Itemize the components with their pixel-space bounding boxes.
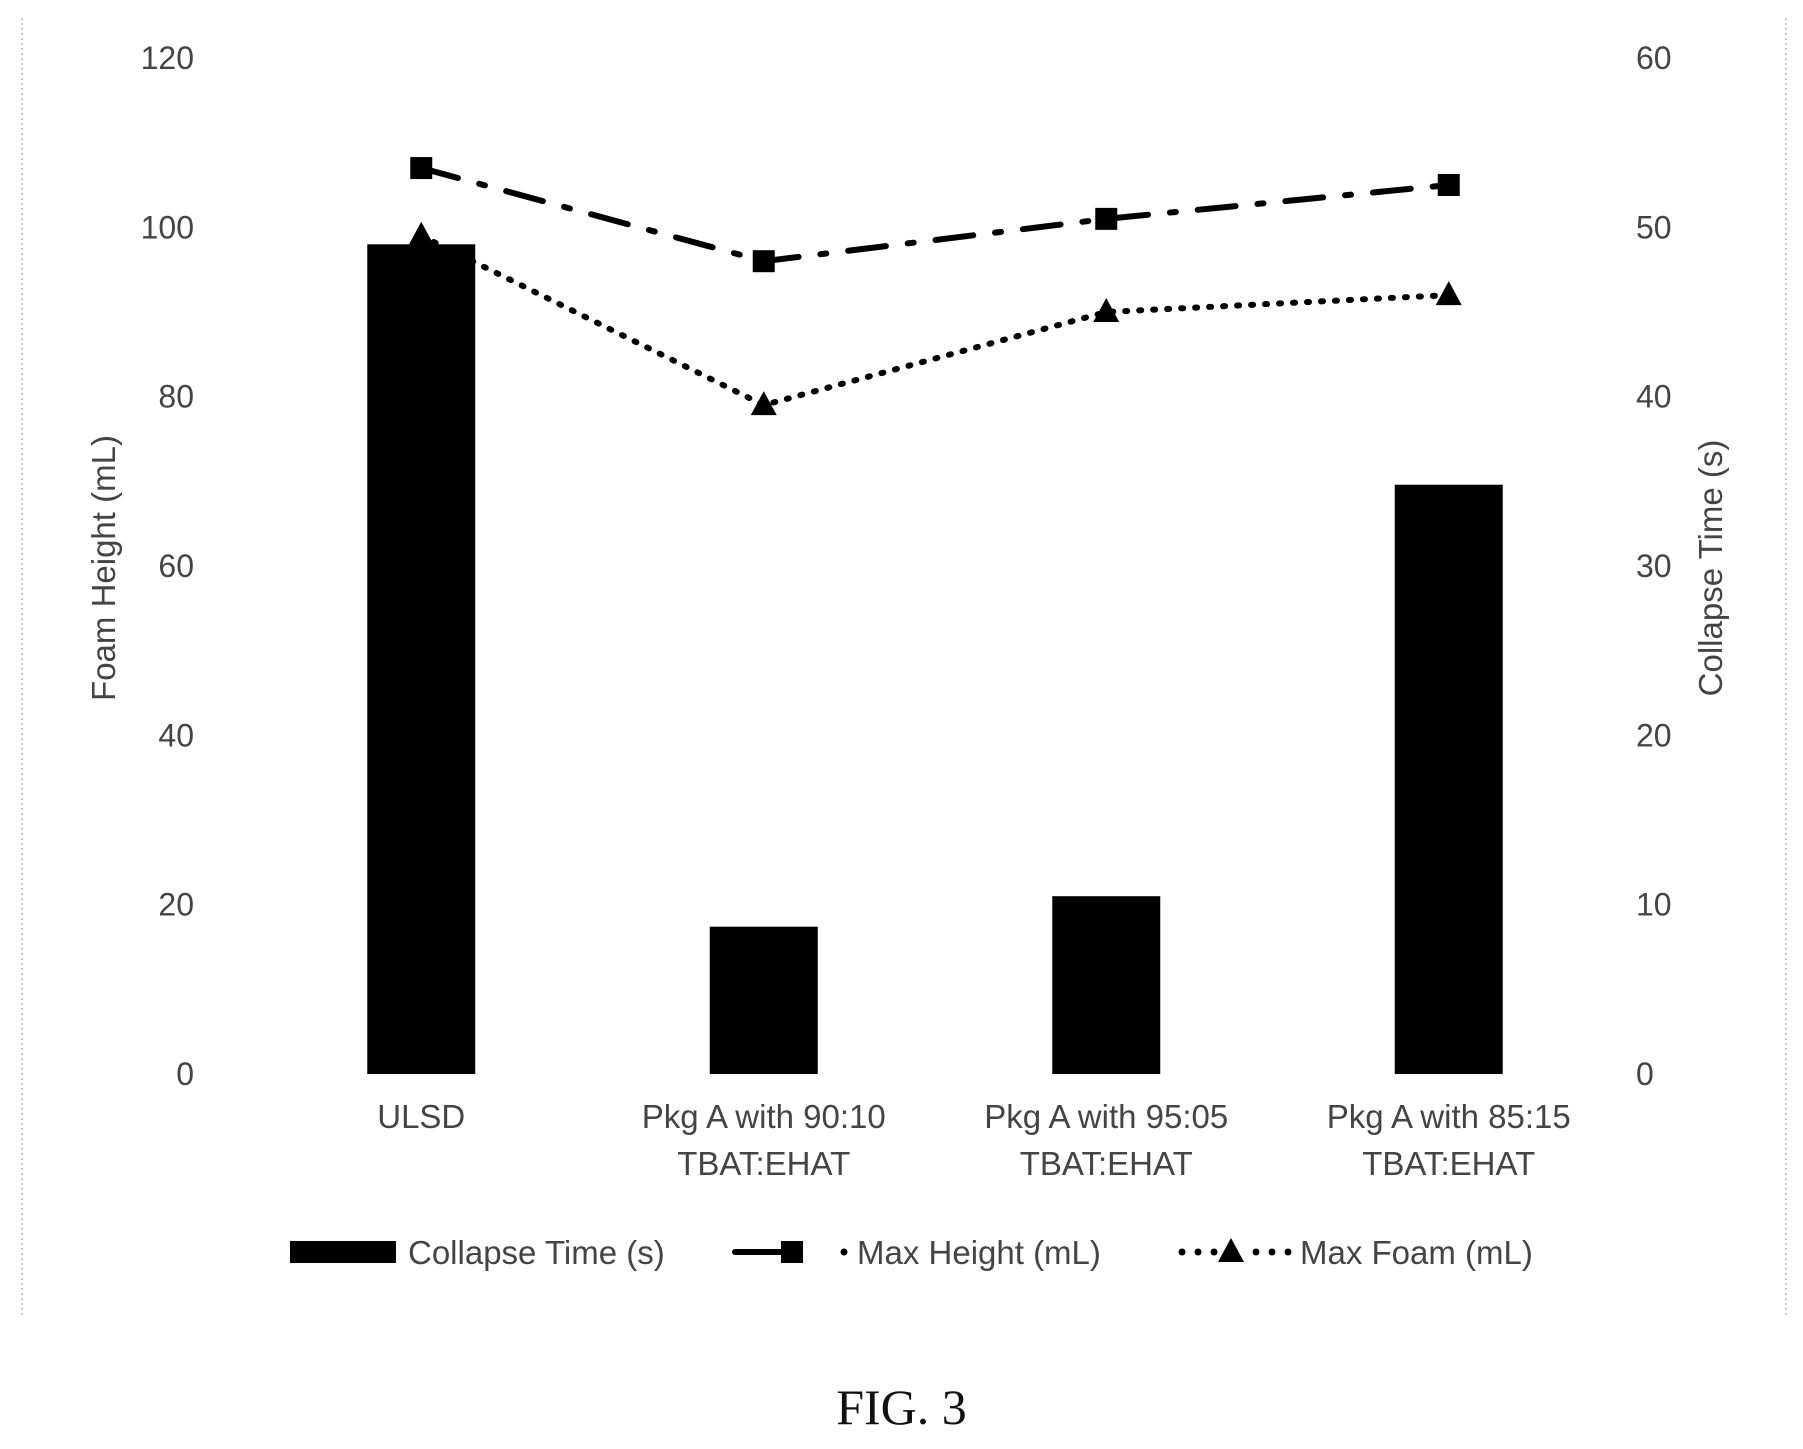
left-tick-label: 100 — [141, 209, 194, 245]
max-foam-marker — [408, 221, 435, 246]
category-label: Pkg A with 95:05 TBAT:EHAT — [984, 1098, 1228, 1182]
right-tick-label: 50 — [1636, 209, 1672, 245]
left-tick-label: 20 — [158, 887, 194, 923]
legend-bar-swatch — [290, 1241, 396, 1263]
bar-series-collapse-time — [367, 244, 1503, 1075]
category-labels: ULSD Pkg A with 90:10 TBAT:EHAT Pkg A with … — [377, 1098, 1571, 1182]
left-tick-label: 80 — [158, 379, 194, 415]
max-height-marker — [1437, 174, 1460, 196]
collapse-time-bar — [1394, 484, 1503, 1075]
collapse-time-bar — [1052, 896, 1161, 1074]
legend-label: Max Height (mL) — [857, 1234, 1101, 1271]
left-tick-label: 0 — [176, 1056, 194, 1092]
left-tick-label: 60 — [158, 548, 194, 584]
right-axis-title: Collapse Time (s) — [1692, 440, 1729, 697]
figure-caption: FIG. 3 — [836, 1379, 967, 1435]
max-foam-marker — [750, 391, 777, 416]
collapse-time-bar — [709, 926, 818, 1074]
right-axis-ticks: 0 10 20 30 40 50 60 — [1636, 40, 1672, 1092]
right-tick-label: 20 — [1636, 717, 1672, 753]
left-tick-label: 40 — [158, 717, 194, 753]
right-tick-label: 30 — [1636, 548, 1672, 584]
right-tick-label: 10 — [1636, 887, 1672, 923]
collapse-time-bar — [367, 244, 476, 1074]
legend-item: Collapse Time (s) — [290, 1234, 665, 1271]
left-tick-label: 120 — [141, 40, 194, 76]
legend: Collapse Time (s) Max Height (mL) Max Foam… — [290, 1234, 1533, 1271]
category-label: Pkg A with 90:10 TBAT:EHAT — [642, 1098, 886, 1182]
legend-item: Max Height (mL) — [732, 1234, 1101, 1271]
legend-item: Max Foam (mL) — [1178, 1234, 1533, 1271]
category-label: Pkg A with 85:15 TBAT:EHAT — [1327, 1098, 1571, 1182]
max-foam-marker — [1093, 298, 1120, 322]
line-series-group — [408, 157, 1462, 416]
right-tick-label: 60 — [1636, 40, 1672, 76]
legend-label: Collapse Time (s) — [408, 1234, 665, 1271]
category-label: ULSD — [377, 1098, 465, 1135]
right-tick-label: 40 — [1636, 379, 1672, 415]
max-height-line — [418, 165, 1452, 265]
legend-line-swatch — [1178, 1238, 1292, 1262]
left-axis-title: Foam Height (mL) — [85, 435, 122, 701]
max-height-marker — [410, 157, 433, 180]
max-height-marker — [1095, 207, 1118, 230]
left-axis-ticks: 0 20 40 60 80 100 120 — [141, 40, 194, 1092]
max-height-marker — [752, 250, 775, 273]
legend-line-swatch — [732, 1241, 848, 1263]
legend-label: Max Foam (mL) — [1300, 1234, 1533, 1271]
right-tick-label: 0 — [1636, 1056, 1654, 1092]
max-foam-line — [418, 232, 1452, 409]
max-foam-marker — [1435, 281, 1462, 306]
